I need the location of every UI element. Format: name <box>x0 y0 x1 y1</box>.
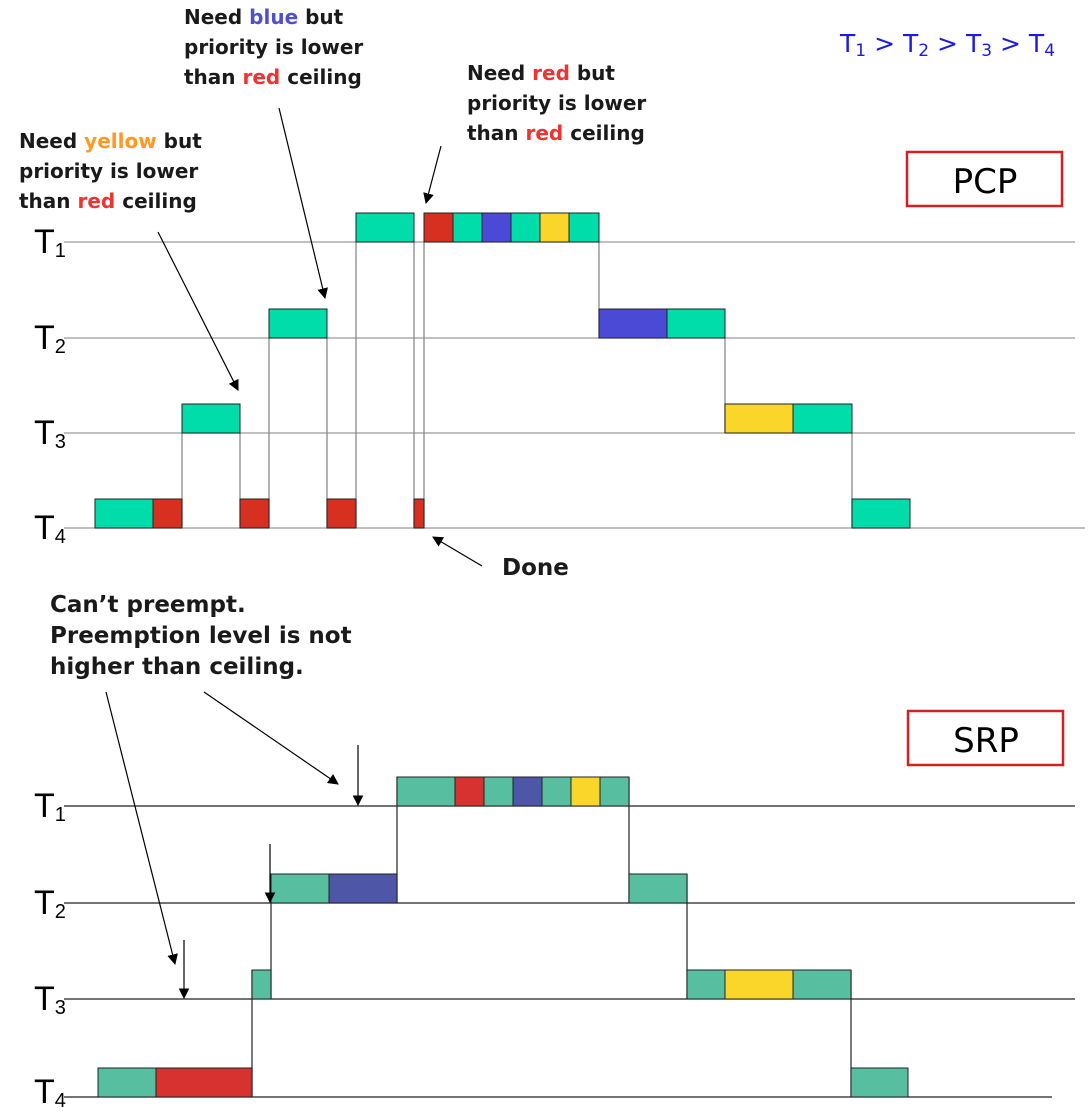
pcp-row-label-t3: T3 <box>34 414 66 453</box>
srp-badge: SRP <box>906 709 1065 767</box>
srp-title: SRP <box>953 721 1019 761</box>
srp-block-t4-red <box>155 1067 253 1098</box>
pcp-done-label: Done <box>502 555 569 581</box>
srp-note: Can’t preempt. Preemption level is not h… <box>50 592 360 680</box>
pcp-block-t4-normal <box>94 498 154 529</box>
pcp-row-label-t1: T1 <box>34 223 66 262</box>
pcp-block-t1-blue <box>481 212 512 243</box>
pcp-block-t3-normal <box>181 403 241 434</box>
pcp-block-t1-normal <box>452 212 483 243</box>
srp-row-label-t1: T1 <box>34 787 66 826</box>
pcp-note-red: Need red but priority is lower than red … <box>467 61 653 145</box>
srp-block-t2-blue <box>328 873 398 904</box>
pcp-block-t1-yellow <box>539 212 570 243</box>
pcp-row-label-t2: T2 <box>34 319 66 358</box>
srp-block-t1-blue <box>512 776 543 807</box>
srp-block-t4-normal <box>850 1067 909 1098</box>
pcp-arrow-red <box>423 145 442 205</box>
pcp-block-t1-red <box>423 212 454 243</box>
srp-block-t1-normal <box>396 776 456 807</box>
pcp-switch-lines <box>181 242 853 528</box>
srp-blocks <box>97 776 909 1098</box>
srp-arrow-t3 <box>105 691 178 966</box>
srp-block-t3-yellow <box>724 969 794 1000</box>
srp-block-t1-normal <box>483 776 514 807</box>
pcp-arrow-blue <box>278 107 328 300</box>
pcp-block-t4-red <box>326 498 357 529</box>
pcp-block-t3-normal <box>792 403 853 434</box>
pcp-blocks <box>94 212 911 529</box>
srp-block-t1-yellow <box>570 776 601 807</box>
srp-row-label-t3: T3 <box>34 980 66 1019</box>
srp-row-label-t2: T2 <box>34 884 66 923</box>
priority-order: T1 > T2 > T3 > T4 <box>839 29 1055 61</box>
pcp-row-label-t4: T4 <box>34 509 66 548</box>
srp-arrow-t1 <box>203 691 339 785</box>
pcp-block-t4-red <box>239 498 270 529</box>
srp-block-t3-normal <box>251 969 272 1000</box>
pcp-panel: PCP T1 T2 T3 T4 <box>19 5 1085 581</box>
srp-block-t2-normal <box>628 873 688 904</box>
pcp-block-t1-normal <box>568 212 600 243</box>
pcp-arrow-done <box>432 536 483 567</box>
srp-block-t1-normal <box>599 776 630 807</box>
pcp-block-t3-yellow <box>724 403 794 434</box>
srp-block-t4-normal <box>97 1067 157 1098</box>
srp-block-t3-normal <box>686 969 726 1000</box>
srp-block-t1-red <box>454 776 485 807</box>
pcp-block-t1-normal <box>510 212 541 243</box>
srp-block-t2-normal <box>270 873 330 904</box>
srp-block-t1-normal <box>541 776 572 807</box>
pcp-badge: PCP <box>905 150 1064 208</box>
srp-row-label-t4: T4 <box>34 1073 66 1111</box>
pcp-block-t2-normal <box>666 308 726 339</box>
pcp-block-t4-red <box>152 498 183 529</box>
pcp-note-yellow: Need yellow but priority is lower than r… <box>19 129 209 213</box>
pcp-arrow-yellow <box>157 231 239 391</box>
pcp-block-t2-normal <box>268 308 328 339</box>
srp-switch-lines <box>251 777 852 1097</box>
pcp-block-t2-blue <box>598 308 668 339</box>
srp-block-t3-normal <box>792 969 852 1000</box>
pcp-block-t1-normal <box>355 212 415 243</box>
pcp-title: PCP <box>953 162 1018 202</box>
pcp-note-blue: Need blue but priority is lower than red… <box>184 5 370 89</box>
pcp-block-t4-normal <box>851 498 911 529</box>
pcp-block-t4-red <box>413 498 425 529</box>
srp-panel: SRP T1 T2 T3 T4 <box>34 592 1075 1111</box>
